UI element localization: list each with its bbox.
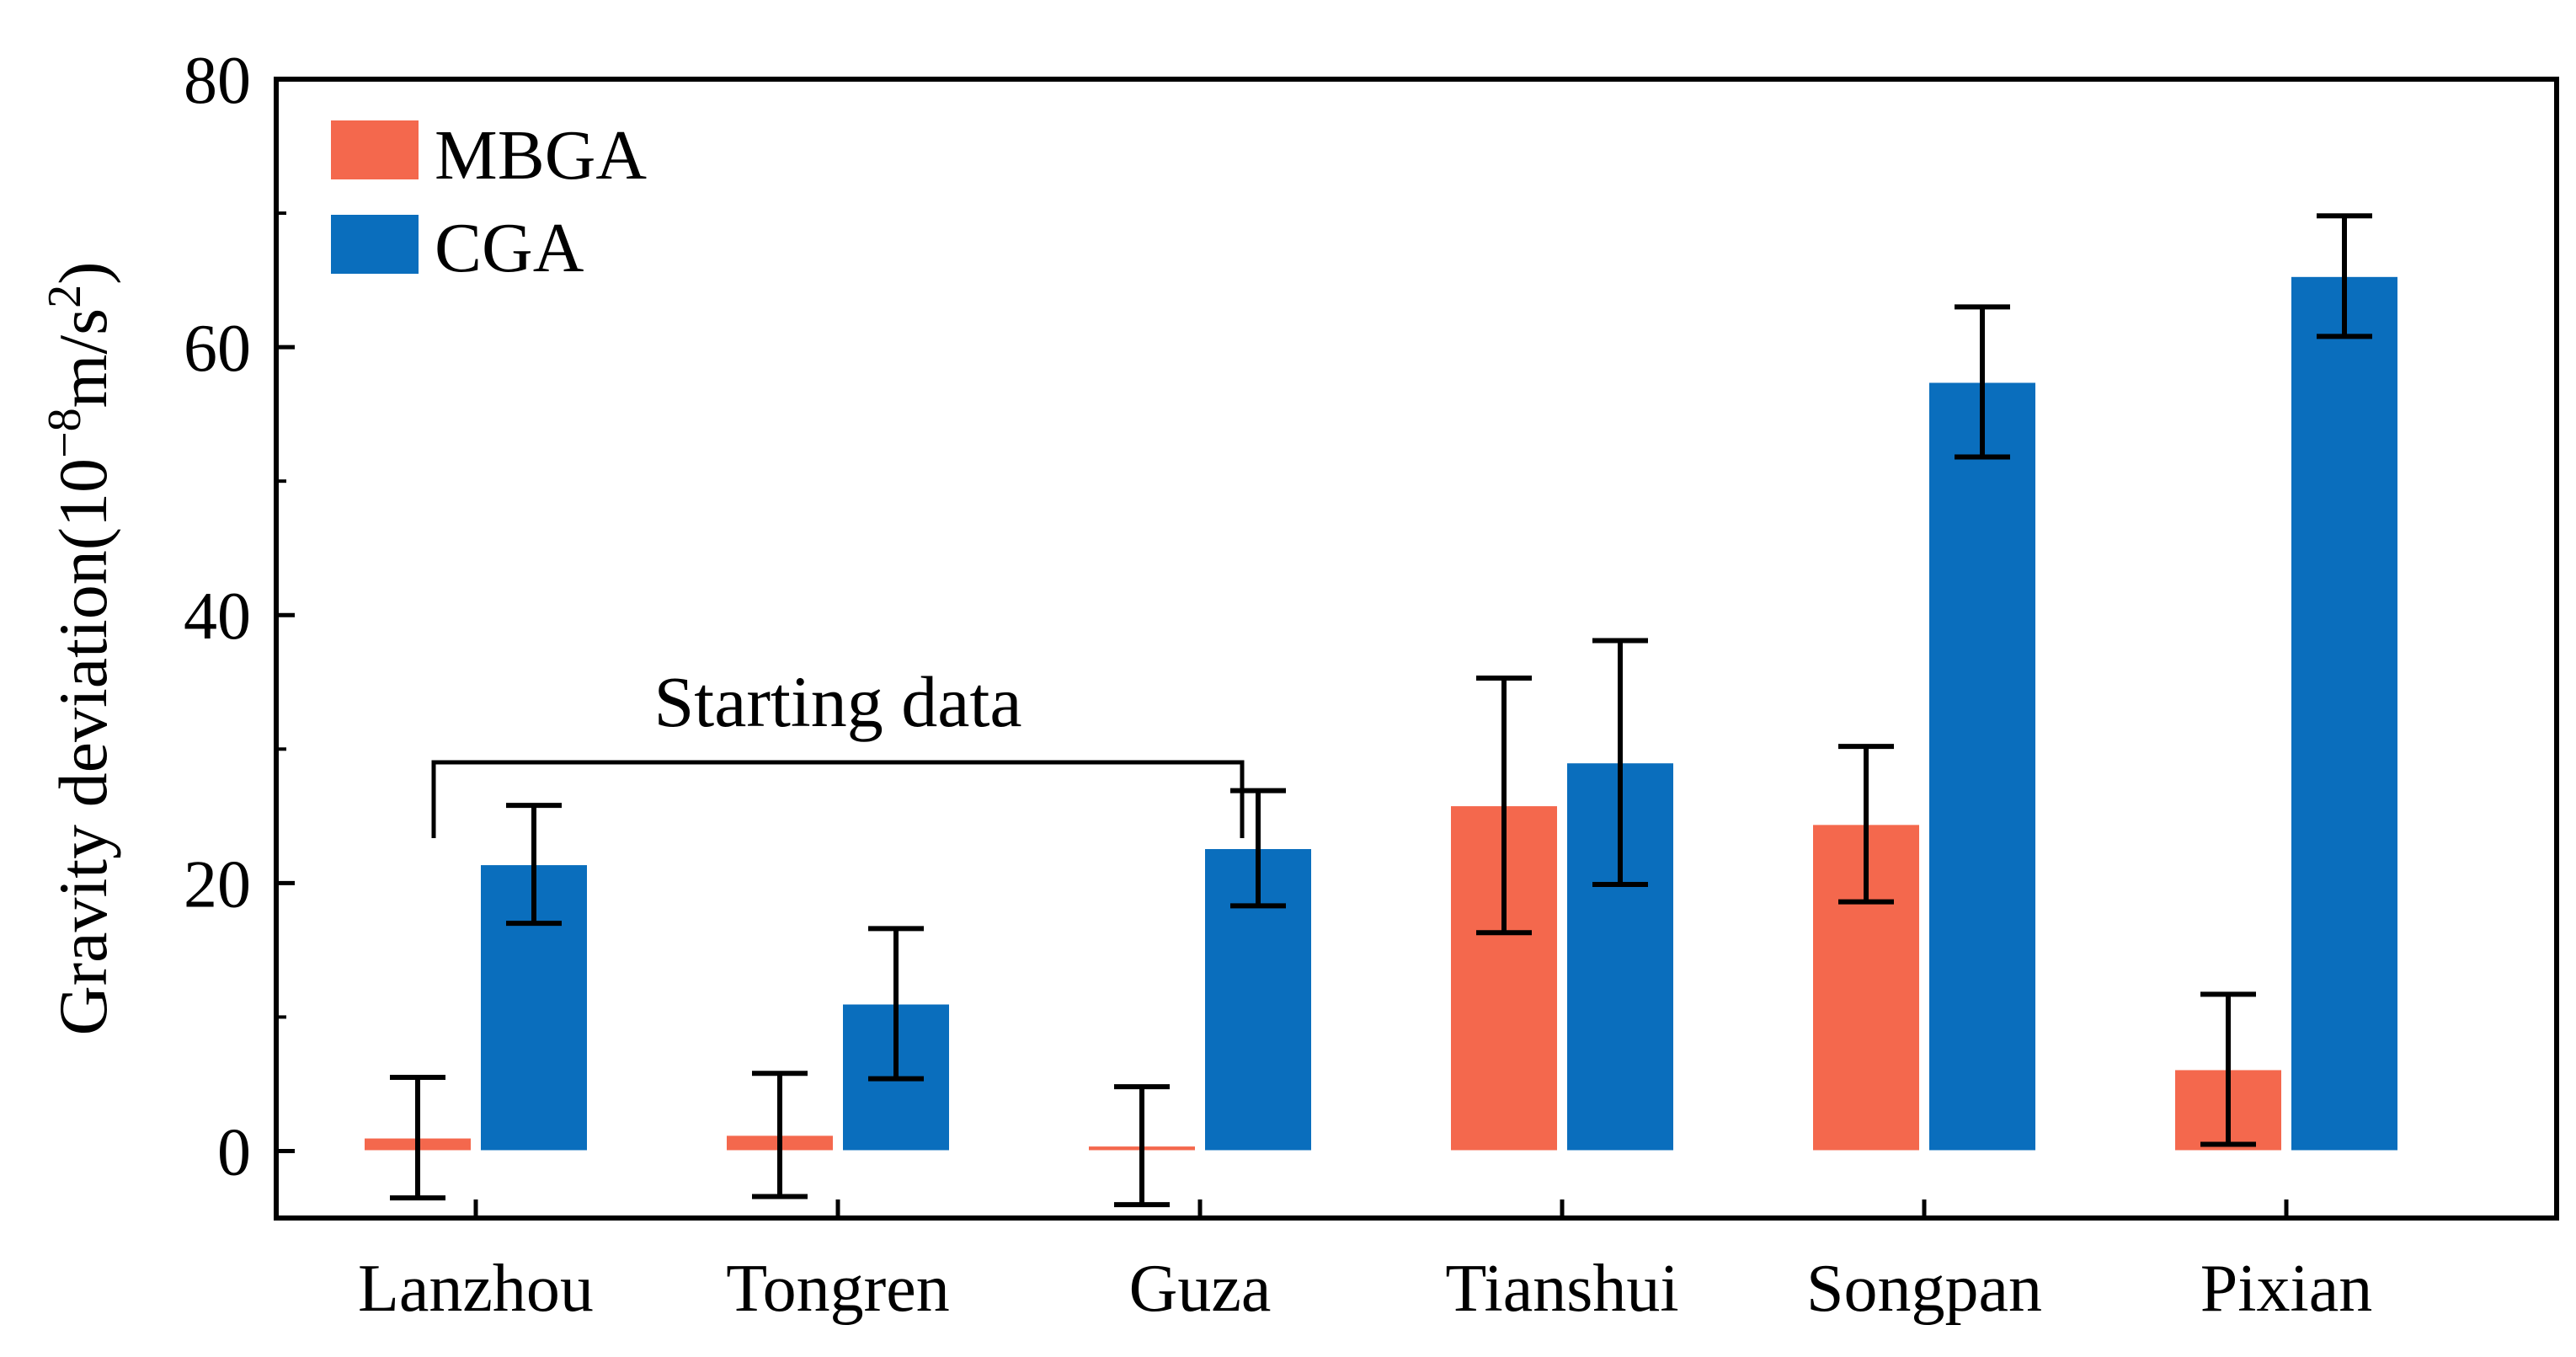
y-tick-label: 60 — [184, 312, 251, 386]
y-axis-title: Gravity deviation(10−8m/s2) — [39, 262, 121, 1036]
x-tick-label-songpan: Songpan — [1806, 1252, 2042, 1326]
legend-swatch-mbga — [329, 119, 420, 181]
error-bar-cga-tongren — [868, 926, 924, 1082]
y-tick-label: 40 — [184, 580, 251, 654]
error-bar-mbga-guza — [1114, 1084, 1170, 1208]
bar-cga-pixian — [2290, 275, 2399, 1152]
bar-cga-songpan — [1928, 381, 2037, 1152]
error-bar-mbga-pixian — [2200, 991, 2256, 1147]
legend-swatch-cga — [329, 213, 420, 275]
annotation-starting-data: Starting data — [431, 661, 1245, 838]
y-tick-label: 0 — [217, 1115, 251, 1189]
error-bar-cga-songpan — [1955, 304, 2010, 460]
x-tick-label-guza: Guza — [1129, 1252, 1272, 1326]
axis-ticks-layer: 0 20 40 60 80 Lanzhou Tongren Guza Tianshui Songp… — [184, 44, 2372, 1326]
x-tick-label-tongren: Tongren — [726, 1252, 949, 1326]
error-bars-layer — [390, 213, 2372, 1208]
error-bar-cga-guza — [1230, 788, 1286, 909]
x-tick-label-tianshui: Tianshui — [1445, 1252, 1678, 1326]
annotation-bracket — [431, 760, 1245, 838]
error-bar-mbga-lanzhou — [390, 1074, 445, 1201]
x-tick-label-lanzhou: Lanzhou — [358, 1252, 594, 1326]
plot-frame — [274, 77, 2559, 1221]
legend: MBGA CGA — [329, 116, 647, 287]
error-bar-cga-tianshui — [1592, 638, 1648, 887]
error-bar-mbga-songpan — [1838, 744, 1894, 905]
error-bar-cga-pixian — [2317, 213, 2372, 339]
y-tick-label: 20 — [184, 847, 251, 922]
annotation-label: Starting data — [653, 661, 1021, 742]
legend-label-mbga: MBGA — [435, 116, 647, 195]
x-tick-label-pixian: Pixian — [2200, 1252, 2372, 1326]
error-bar-mbga-tianshui — [1476, 675, 1532, 936]
y-tick-label: 80 — [184, 44, 251, 118]
error-bar-cga-lanzhou — [506, 803, 562, 927]
legend-label-cga: CGA — [435, 209, 584, 287]
error-bar-mbga-tongren — [752, 1071, 808, 1199]
